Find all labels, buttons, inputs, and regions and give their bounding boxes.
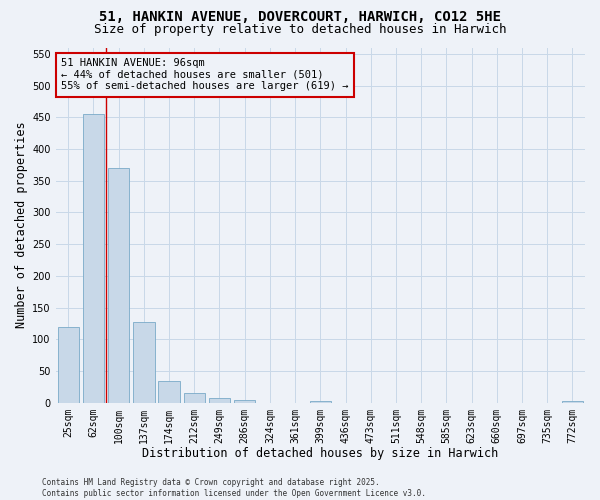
Y-axis label: Number of detached properties: Number of detached properties	[15, 122, 28, 328]
Text: 51, HANKIN AVENUE, DOVERCOURT, HARWICH, CO12 5HE: 51, HANKIN AVENUE, DOVERCOURT, HARWICH, …	[99, 10, 501, 24]
Bar	[234, 400, 256, 402]
Bar	[133, 322, 155, 402]
Bar	[209, 398, 230, 402]
Text: Contains HM Land Registry data © Crown copyright and database right 2025.
Contai: Contains HM Land Registry data © Crown c…	[42, 478, 426, 498]
Bar	[108, 168, 130, 402]
Text: Size of property relative to detached houses in Harwich: Size of property relative to detached ho…	[94, 22, 506, 36]
Bar	[158, 380, 180, 402]
Bar	[184, 393, 205, 402]
Bar	[83, 114, 104, 403]
Bar	[58, 326, 79, 402]
X-axis label: Distribution of detached houses by size in Harwich: Distribution of detached houses by size …	[142, 447, 499, 460]
Text: 51 HANKIN AVENUE: 96sqm
← 44% of detached houses are smaller (501)
55% of semi-d: 51 HANKIN AVENUE: 96sqm ← 44% of detache…	[61, 58, 349, 92]
